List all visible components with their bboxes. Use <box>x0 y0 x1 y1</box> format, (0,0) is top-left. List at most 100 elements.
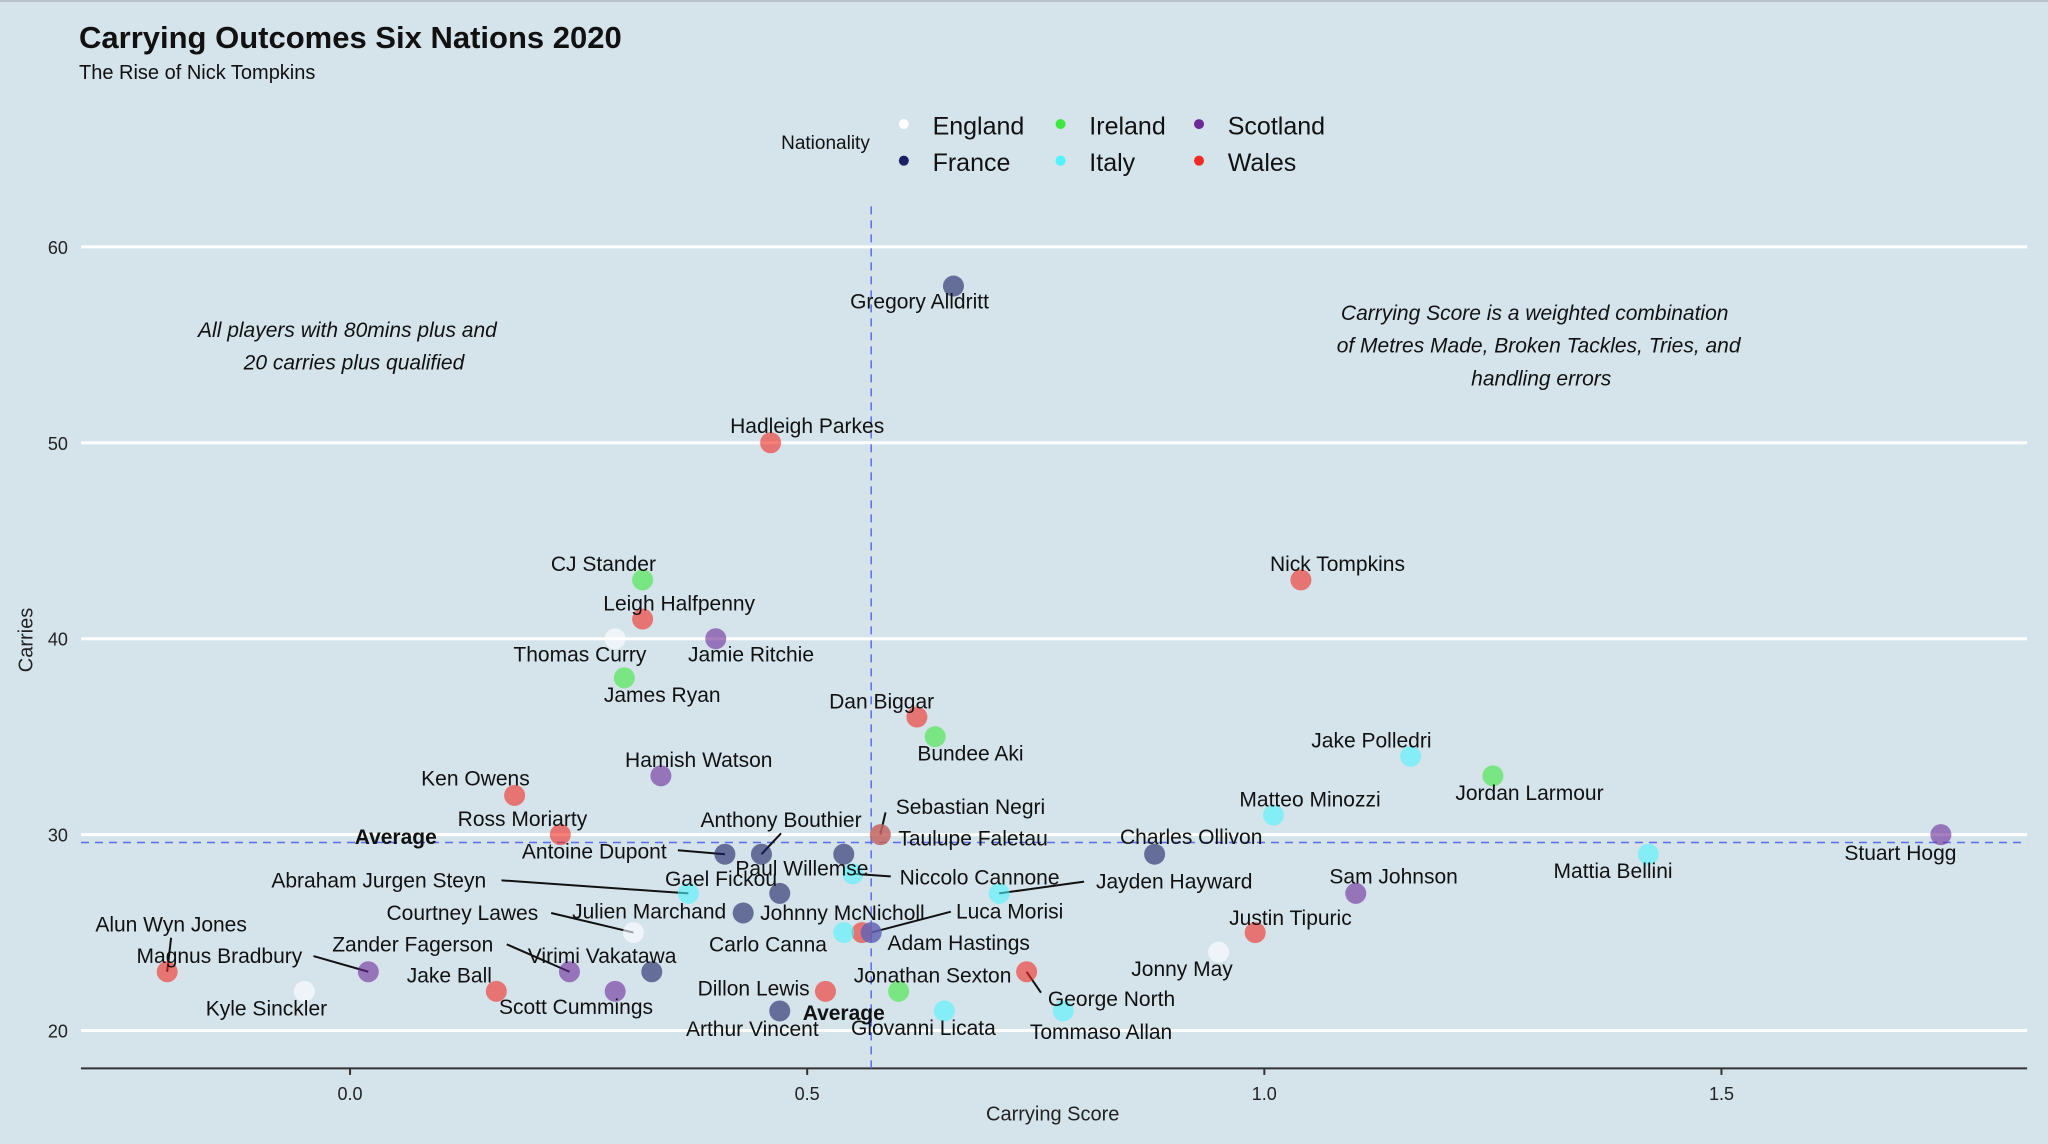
data-point <box>632 608 654 630</box>
data-point <box>156 961 178 983</box>
leader-line <box>550 912 634 934</box>
average-x-label: Average <box>803 1002 885 1025</box>
point-label: Mattia Bellini <box>1554 860 1673 883</box>
point-label: Antoine Dupont <box>522 841 667 864</box>
y-tick-label: 30 <box>48 826 68 846</box>
data-point <box>833 922 855 944</box>
point-label: Charles Ollivon <box>1120 826 1262 849</box>
point-label: Tommaso Allan <box>1030 1021 1172 1044</box>
point-label: Kyle Sinckler <box>206 997 327 1020</box>
point-label: Carlo Canna <box>709 933 827 956</box>
data-point <box>549 824 571 846</box>
data-point <box>1144 843 1166 865</box>
legend-label-wales: Wales <box>1228 149 1297 177</box>
legend-label-france: France <box>933 149 1011 177</box>
point-label: Sebastian Negri <box>896 796 1045 819</box>
point-label: Anthony Bouthier <box>701 809 862 832</box>
legend-marker-england <box>898 119 909 130</box>
point-label: James Ryan <box>604 684 721 707</box>
data-point <box>622 922 644 944</box>
data-point <box>924 726 946 748</box>
y-tick-label: 60 <box>48 238 68 258</box>
data-point <box>650 765 672 787</box>
data-point <box>1016 961 1038 983</box>
data-point <box>906 706 928 728</box>
data-point <box>604 980 626 1002</box>
data-point <box>1262 804 1284 826</box>
data-point <box>357 961 379 983</box>
point-label: Taulupe Faletau <box>898 828 1047 851</box>
legend-label-italy: Italy <box>1089 149 1135 177</box>
point-label: Alun Wyn Jones <box>95 914 247 937</box>
point-label: Courtney Lawes <box>386 902 538 925</box>
point-label: Matteo Minozzi <box>1239 788 1380 811</box>
annotation-left-line: All players with 80mins plus and <box>196 319 498 342</box>
point-label: Ken Owens <box>421 767 530 790</box>
x-tick-label: 0.0 <box>338 1084 363 1104</box>
data-point <box>760 432 782 454</box>
data-point <box>814 980 836 1002</box>
data-point <box>1290 569 1312 591</box>
data-point <box>888 980 910 1002</box>
data-point <box>504 784 526 806</box>
legend-label-england: England <box>933 113 1025 141</box>
chart-subtitle: The Rise of Nick Tompkins <box>79 62 316 84</box>
data-point <box>1482 765 1504 787</box>
legend-label-scotland: Scotland <box>1228 113 1325 141</box>
y-axis-title: Carries <box>16 608 38 672</box>
data-point <box>1637 843 1659 865</box>
point-label: Hadleigh Parkes <box>730 415 884 438</box>
data-point <box>833 843 855 865</box>
data-point <box>677 882 699 904</box>
annotation-right-line: handling errors <box>1471 367 1612 390</box>
point-label: Jonathan Sexton <box>854 965 1012 988</box>
data-point <box>769 882 791 904</box>
point-label: Bundee Aki <box>917 743 1023 766</box>
data-point <box>293 980 315 1002</box>
point-label: Virimi Vakatawa <box>528 945 677 968</box>
point-label: Zander Fagerson <box>332 933 493 956</box>
annotation-right-line: of Metres Made, Broken Tackles, Tries, a… <box>1337 335 1742 358</box>
point-label: Thomas Curry <box>513 643 647 666</box>
data-point <box>705 628 727 650</box>
point-label: Gael Fickou <box>665 868 777 891</box>
data-point <box>1345 882 1367 904</box>
point-label: Gregory Alldritt <box>850 291 989 314</box>
point-label: Giovanni Licata <box>851 1017 996 1040</box>
legend-label-ireland: Ireland <box>1089 113 1165 141</box>
point-label: Dillon Lewis <box>698 978 810 1001</box>
legend-marker-wales <box>1194 155 1205 166</box>
legend-marker-france <box>898 155 909 166</box>
x-tick-label: 1.0 <box>1252 1084 1277 1104</box>
point-label: Adam Hastings <box>887 932 1029 955</box>
y-tick-label: 20 <box>48 1022 68 1042</box>
data-point <box>1052 1000 1074 1022</box>
legend-title: Nationality <box>781 133 870 154</box>
legend-marker-ireland <box>1055 119 1066 130</box>
point-label: Julien Marchand <box>572 901 726 924</box>
data-point <box>769 1000 791 1022</box>
annotation-right-line: Carrying Score is a weighted combination <box>1341 302 1729 325</box>
average-y-label: Average <box>355 826 437 849</box>
point-label: Jake Ball <box>407 965 492 988</box>
data-point <box>860 922 882 944</box>
point-label: Johnny McNicholl <box>760 902 925 925</box>
data-point <box>732 902 754 924</box>
data-point <box>558 961 580 983</box>
point-label: Scott Cummings <box>499 996 653 1019</box>
data-point <box>842 863 864 885</box>
point-label: Arthur Vincent <box>686 1018 819 1041</box>
data-point <box>942 275 964 297</box>
point-label: Abraham Jurgen Steyn <box>271 869 486 892</box>
x-tick-label: 1.5 <box>1709 1084 1734 1104</box>
point-label: CJ Stander <box>551 553 656 576</box>
data-point <box>1208 941 1230 963</box>
point-label: Jamie Ritchie <box>688 643 814 666</box>
x-axis-title: Carrying Score <box>986 1104 1119 1126</box>
data-point <box>1400 745 1422 767</box>
leader-line <box>999 880 1085 895</box>
point-label: Dan Biggar <box>829 690 934 713</box>
point-label: Nick Tompkins <box>1270 553 1405 576</box>
leader-line <box>506 943 570 973</box>
point-label: Stuart Hogg <box>1844 842 1956 865</box>
